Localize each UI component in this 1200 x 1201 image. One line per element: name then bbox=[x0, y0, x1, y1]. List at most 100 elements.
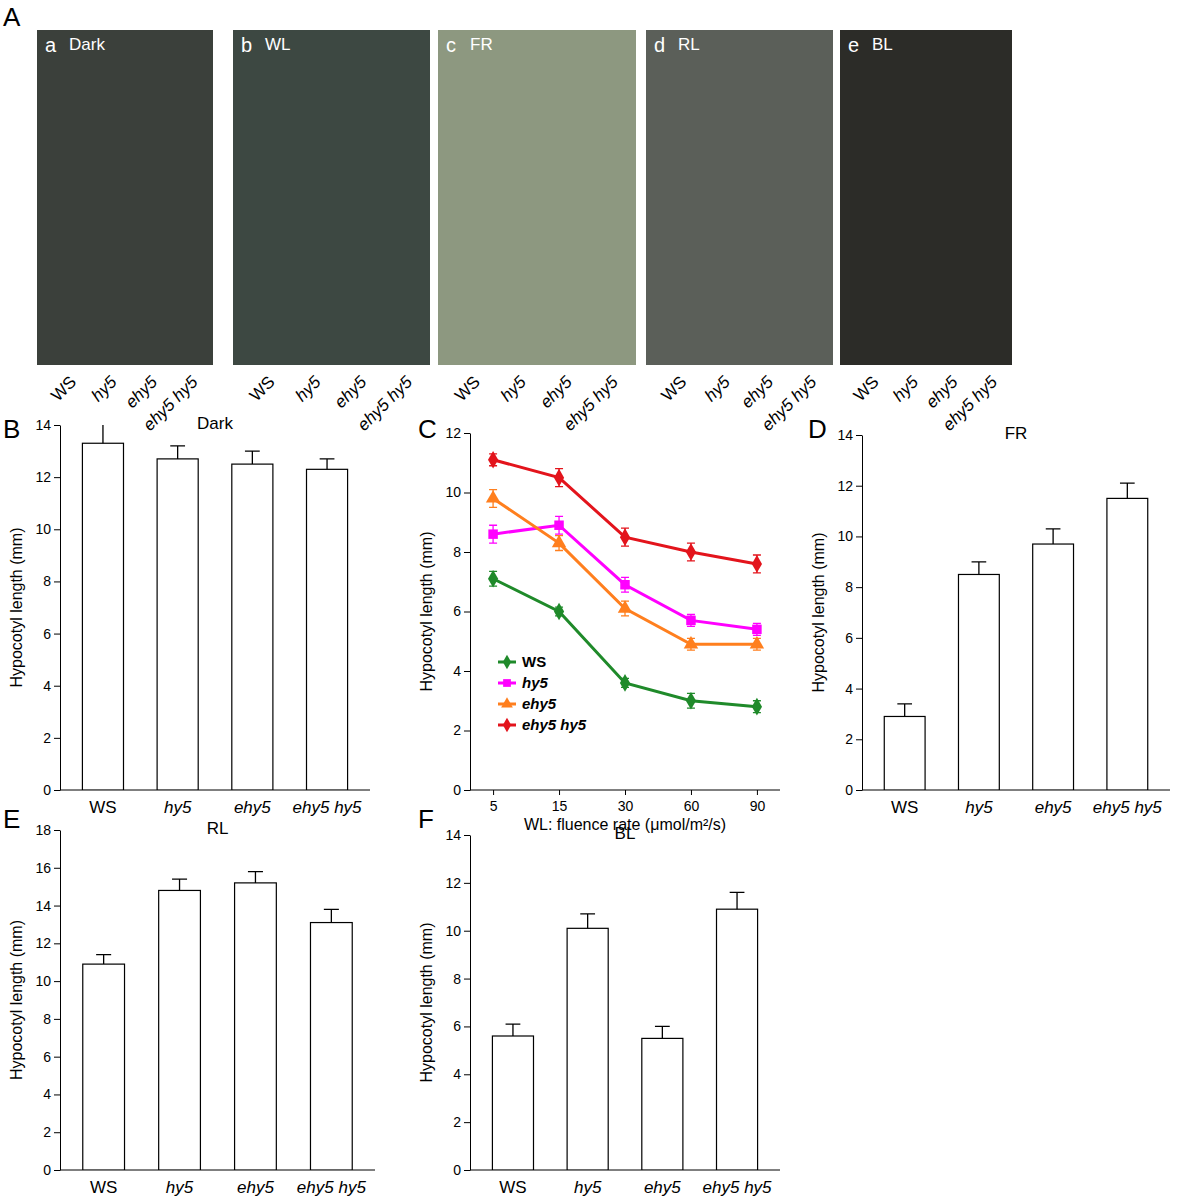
marker bbox=[686, 692, 696, 710]
tick-label: ehy5 bbox=[1035, 798, 1072, 817]
photo-letter: a bbox=[45, 34, 57, 56]
bar bbox=[567, 928, 608, 1170]
plot-area bbox=[82, 425, 347, 790]
y-tick: 6 bbox=[43, 626, 60, 642]
x-tick: ehy5 bbox=[237, 1170, 274, 1197]
tick-label: 5 bbox=[490, 798, 498, 814]
legend-marker bbox=[503, 718, 511, 732]
tick-label: WS bbox=[90, 1178, 117, 1197]
y-tick: 10 bbox=[445, 484, 470, 500]
y-tick: 4 bbox=[453, 1066, 470, 1082]
tick-mark bbox=[464, 612, 470, 613]
chart-title: BL bbox=[615, 824, 636, 843]
tick-mark bbox=[856, 638, 862, 639]
tick-label: 12 bbox=[837, 478, 853, 494]
marker bbox=[554, 469, 564, 487]
error-bar bbox=[1120, 483, 1135, 498]
y-tick: 2 bbox=[43, 730, 60, 746]
tick-label: 2 bbox=[453, 722, 461, 738]
tick-mark bbox=[54, 634, 60, 635]
bar bbox=[1033, 544, 1074, 790]
y-tick: 12 bbox=[445, 875, 470, 891]
x-tick: 5 bbox=[490, 790, 498, 814]
error-bar bbox=[972, 562, 987, 575]
y-tick: 4 bbox=[43, 1086, 60, 1102]
x-tick: ehy5 hy5 bbox=[293, 790, 363, 817]
axis-line bbox=[60, 426, 61, 791]
error-bar bbox=[96, 955, 111, 964]
tick-label: 0 bbox=[453, 782, 461, 798]
error-bar bbox=[245, 451, 260, 464]
tick-mark bbox=[757, 790, 758, 795]
x-tick: ehy5 bbox=[644, 1170, 681, 1197]
y-tick: 0 bbox=[845, 782, 862, 798]
y-tick: 8 bbox=[453, 971, 470, 987]
legend-label: ehy5 bbox=[522, 695, 557, 712]
tick-label: 16 bbox=[35, 860, 51, 876]
tick-mark bbox=[691, 790, 692, 795]
bar bbox=[1107, 498, 1148, 790]
bar bbox=[307, 469, 348, 790]
marker bbox=[752, 555, 762, 573]
tick-mark bbox=[54, 981, 60, 982]
tick-label: 6 bbox=[453, 1018, 461, 1034]
tick-mark bbox=[856, 790, 862, 791]
tick-label: 14 bbox=[445, 827, 461, 843]
y-axis: 02468101214 bbox=[837, 427, 862, 798]
tick-label: WS bbox=[499, 1178, 526, 1197]
tick-mark bbox=[559, 790, 560, 795]
tick-label: 2 bbox=[453, 1114, 461, 1130]
x-tick: 30 bbox=[618, 790, 634, 814]
y-tick: 12 bbox=[35, 935, 60, 951]
legend-marker bbox=[501, 697, 513, 707]
tick-label: 4 bbox=[845, 681, 853, 697]
tick-mark bbox=[54, 790, 60, 791]
photo-panel: dRLWShy5ehy5ehy5 hy5 bbox=[646, 30, 833, 435]
tick-mark bbox=[54, 686, 60, 687]
tick-label: ehy5 hy5 bbox=[293, 798, 363, 817]
y-tick: 14 bbox=[35, 898, 60, 914]
photo-background bbox=[233, 30, 430, 365]
line bbox=[493, 460, 757, 564]
x-axis: WShy5ehy5ehy5 hy5 bbox=[862, 790, 1170, 817]
genotype-label: WS bbox=[246, 372, 279, 405]
tick-label: ehy5 hy5 bbox=[1093, 798, 1163, 817]
y-axis: 024681012 bbox=[445, 425, 470, 798]
legend-label: hy5 bbox=[522, 674, 549, 691]
photo-condition: WL bbox=[265, 35, 291, 54]
y-tick: 0 bbox=[453, 782, 470, 798]
tick-label: 14 bbox=[35, 417, 51, 433]
tick-label: hy5 bbox=[164, 798, 192, 817]
y-tick: 14 bbox=[35, 417, 60, 433]
y-tick: 0 bbox=[453, 1162, 470, 1178]
legend-label: WS bbox=[522, 653, 546, 670]
genotype-label: ehy5 bbox=[331, 372, 371, 412]
plot-area bbox=[486, 451, 764, 716]
tick-mark bbox=[54, 1132, 60, 1133]
panel-letter: C bbox=[418, 414, 437, 444]
marker bbox=[686, 543, 696, 561]
tick-label: hy5 bbox=[574, 1178, 602, 1197]
tick-label: 12 bbox=[35, 469, 51, 485]
tick-label: 8 bbox=[43, 573, 51, 589]
genotype-label: hy5 bbox=[292, 372, 325, 405]
tick-label: 6 bbox=[43, 1049, 51, 1065]
legend-marker bbox=[503, 679, 511, 687]
y-tick: 0 bbox=[43, 1162, 60, 1178]
y-axis: 024681012141618 bbox=[35, 822, 60, 1178]
panel-letter: D bbox=[808, 414, 827, 444]
photo-letter: d bbox=[654, 34, 665, 56]
tick-label: 2 bbox=[43, 1124, 51, 1140]
chart: C024681012515306090Hypocotyl length (mm)… bbox=[418, 414, 780, 833]
tick-label: 8 bbox=[453, 544, 461, 560]
tick-mark bbox=[464, 1122, 470, 1123]
tick-label: 10 bbox=[35, 521, 51, 537]
photo-background bbox=[37, 30, 213, 365]
genotype-label: ehy5 bbox=[737, 372, 777, 412]
bar bbox=[232, 464, 273, 790]
tick-label: 0 bbox=[453, 1162, 461, 1178]
error-bar bbox=[897, 704, 912, 717]
marker bbox=[618, 600, 632, 612]
y-tick: 6 bbox=[845, 630, 862, 646]
marker bbox=[752, 698, 762, 716]
